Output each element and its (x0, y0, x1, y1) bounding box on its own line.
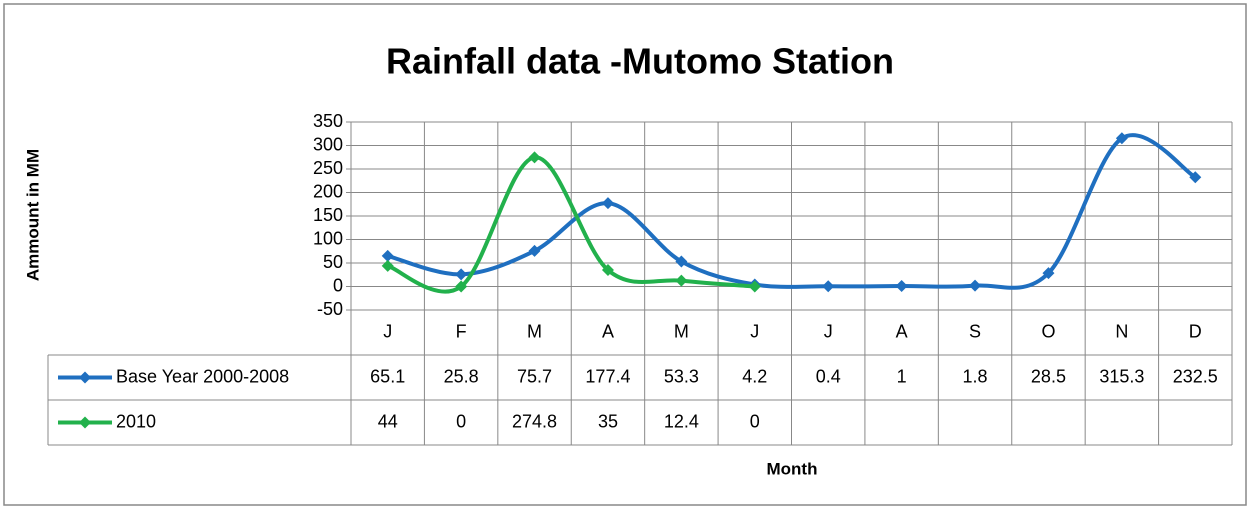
x-tick-label: F (456, 321, 467, 341)
marker (601, 197, 614, 210)
y-tick-label: 50 (323, 252, 343, 272)
chart-frame (3, 3, 1247, 506)
legend-marker (79, 371, 91, 384)
table-value: 28.5 (1031, 366, 1066, 386)
table-value: 65.1 (370, 366, 405, 386)
y-tick-label: 300 (313, 134, 343, 154)
table-value: 0 (750, 411, 760, 431)
marker (675, 274, 688, 287)
table-value: 4.2 (742, 366, 767, 386)
y-tick-label: 100 (313, 228, 343, 248)
marker (1189, 171, 1202, 184)
marker (822, 280, 835, 293)
x-tick-label: S (969, 321, 981, 341)
x-tick-label: J (383, 321, 392, 341)
legend-marker (79, 416, 91, 429)
x-tick-label: M (674, 321, 689, 341)
marker (748, 280, 761, 293)
table-value: 274.8 (512, 411, 557, 431)
y-tick-label: 150 (313, 205, 343, 225)
y-tick-label: 200 (313, 181, 343, 201)
x-tick-label: O (1041, 321, 1055, 341)
x-tick-label: A (602, 321, 614, 341)
x-tick-label: J (750, 321, 759, 341)
table-value: 232.5 (1173, 366, 1218, 386)
marker (895, 280, 908, 293)
x-axis-label: Month (767, 459, 818, 478)
marker (601, 264, 614, 277)
table-value: 177.4 (585, 366, 630, 386)
y-axis-label: Ammount in MM (23, 149, 42, 281)
x-tick-label: D (1189, 321, 1202, 341)
marker (1042, 267, 1055, 280)
x-tick-label: M (527, 321, 542, 341)
legend-label: 2010 (116, 411, 156, 431)
table-value: 44 (378, 411, 398, 431)
legend-label: Base Year 2000-2008 (116, 366, 289, 386)
marker (455, 268, 468, 281)
x-tick-label: J (824, 321, 833, 341)
x-tick-label: N (1115, 321, 1128, 341)
table-value: 315.3 (1099, 366, 1144, 386)
x-tick-label: A (896, 321, 908, 341)
table-value: 75.7 (517, 366, 552, 386)
chart-title: Rainfall data -Mutomo Station (386, 41, 894, 82)
marker (381, 259, 394, 272)
table-value: 53.3 (664, 366, 699, 386)
table-value: 25.8 (444, 366, 479, 386)
table-value: 1.8 (963, 366, 988, 386)
marker (528, 151, 541, 164)
marker (381, 249, 394, 262)
table-value: 1 (897, 366, 907, 386)
marker (675, 255, 688, 268)
table-value: 12.4 (664, 411, 699, 431)
marker (455, 280, 468, 293)
y-tick-label: -50 (317, 299, 343, 319)
y-tick-label: 250 (313, 158, 343, 178)
marker (969, 279, 982, 292)
table-value: 0.4 (816, 366, 841, 386)
table-value: 35 (598, 411, 618, 431)
table-value: 0 (456, 411, 466, 431)
y-tick-label: 0 (333, 275, 343, 295)
marker (528, 244, 541, 257)
y-tick-label: 350 (313, 111, 343, 131)
marker (1115, 132, 1128, 145)
